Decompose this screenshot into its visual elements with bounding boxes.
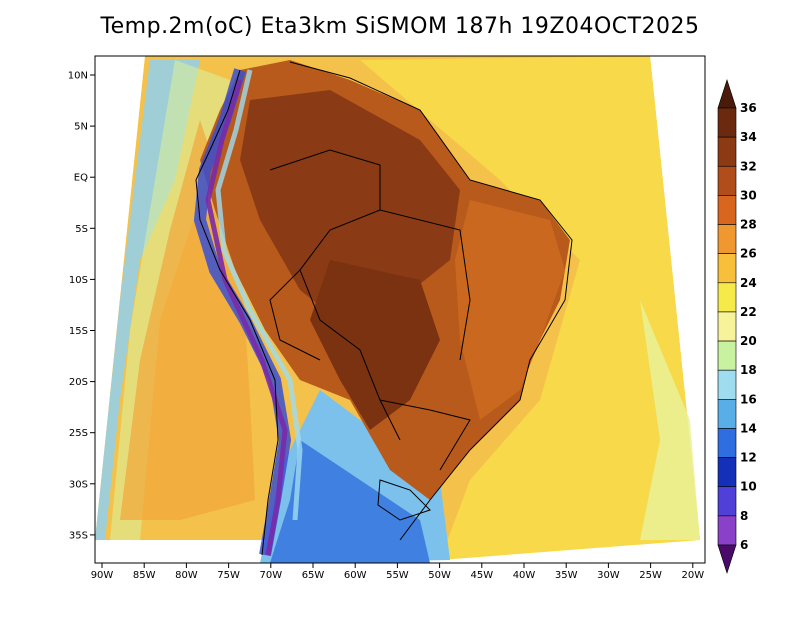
colorbar-label: 22 (740, 305, 757, 319)
colorbar-label: 8 (740, 509, 748, 523)
lon-tick-label: 75W (217, 570, 240, 581)
lat-tick-label: 30S (69, 479, 88, 490)
colorbar-label: 18 (740, 363, 757, 377)
colorbar-segment (717, 224, 737, 254)
map-field (95, 56, 700, 563)
colorbar-segment (717, 165, 737, 196)
central-hot-core (310, 260, 440, 430)
lon-tick-label: 90W (91, 570, 114, 581)
colorbar-label: 6 (740, 538, 748, 552)
border-brazil-west (269, 149, 401, 441)
colorbar-label: 34 (740, 130, 757, 144)
coastline-west (195, 69, 279, 556)
border-bolivia (269, 269, 321, 361)
colorbar-label: 32 (740, 159, 757, 173)
colorbar-segment (717, 311, 737, 342)
lon-tick-label: 80W (175, 570, 198, 581)
colorbar-label: 28 (740, 218, 757, 232)
south-atlantic-colder (270, 440, 430, 563)
lon-tick-label: 20W (681, 570, 704, 581)
andes-warm-fringe (215, 69, 303, 521)
colorbar-segment (717, 195, 737, 225)
lon-tick-label: 55W (386, 570, 409, 581)
colorbar-segment (717, 282, 737, 313)
plot-frame (94, 55, 706, 564)
colorbar-segment (717, 136, 737, 167)
atlantic-mild-band (640, 300, 700, 540)
colorbar-label: 30 (740, 188, 757, 202)
lat-tick-label: 5S (75, 224, 88, 235)
colorbar-label: 36 (740, 101, 757, 115)
colorbar: 36 34 32 30 28 26 24 22 20 18 16 14 12 10 8 6 (717, 79, 757, 574)
lon-tick-label: 50W (428, 570, 451, 581)
lat-tick-label: 10S (69, 275, 88, 286)
lon-tick-label: 65W (302, 570, 325, 581)
colorbar-label: 26 (740, 247, 757, 261)
map-title: Temp.2m(oC) Eta3km SiSMOM 187h 19Z04OCT2… (100, 14, 700, 39)
latitude-axis: 10N 5N EQ 5S 10S 15S 20S 25S 30S 35S (68, 71, 95, 541)
lon-tick-label: 40W (513, 570, 536, 581)
lon-tick-label: 85W (133, 570, 156, 581)
lon-tick-label: 25W (639, 570, 662, 581)
lon-tick-label: 45W (470, 570, 493, 581)
amazon-hot-core (240, 90, 460, 330)
brazil-east-warm (455, 200, 565, 420)
colorbar-segment (717, 253, 737, 284)
colorbar-bottom-tip (717, 544, 737, 574)
colorbar-segment (717, 369, 737, 400)
border-brazil-south (379, 399, 471, 471)
lat-tick-label: 35S (69, 530, 88, 541)
colorbar-segment (717, 428, 737, 458)
atlantic-ocean (360, 56, 700, 560)
colorbar-segment (717, 340, 737, 371)
andes-colder-ridge (205, 79, 288, 556)
colorbar-top-tip (717, 79, 737, 109)
colorbar-segment (717, 515, 737, 546)
coastline-east (289, 61, 573, 541)
colorbar-label: 12 (740, 451, 757, 465)
colorbar-segment (717, 107, 737, 138)
lat-tick-label: 10N (68, 71, 88, 82)
colorbar-label: 24 (740, 276, 757, 290)
lon-tick-label: 60W (344, 570, 367, 581)
border-uruguay (377, 479, 431, 521)
colorbar-label: 14 (740, 421, 757, 435)
lat-tick-label: 20S (69, 377, 88, 388)
colorbar-label: 20 (740, 334, 757, 348)
colorbar-segment (717, 457, 737, 488)
lon-tick-label: 70W (259, 570, 282, 581)
colorbar-segment (717, 486, 737, 517)
lon-tick-label: 35W (555, 570, 578, 581)
colorbar-segment (717, 399, 737, 429)
longitude-axis: 90W 85W 80W 75W 70W 65W 60W 55W 50W 45W 40W 35W 30W 2… (91, 563, 704, 581)
country-borders (195, 61, 573, 556)
lat-tick-label: 15S (69, 326, 88, 337)
lon-tick-label: 30W (597, 570, 620, 581)
border-interior (379, 209, 471, 361)
lat-tick-label: 5N (74, 122, 88, 133)
lat-tick-label: EQ (74, 173, 88, 184)
colorbar-label: 10 (740, 480, 757, 494)
colorbar-label: 16 (740, 392, 757, 406)
lat-tick-label: 25S (69, 428, 88, 439)
